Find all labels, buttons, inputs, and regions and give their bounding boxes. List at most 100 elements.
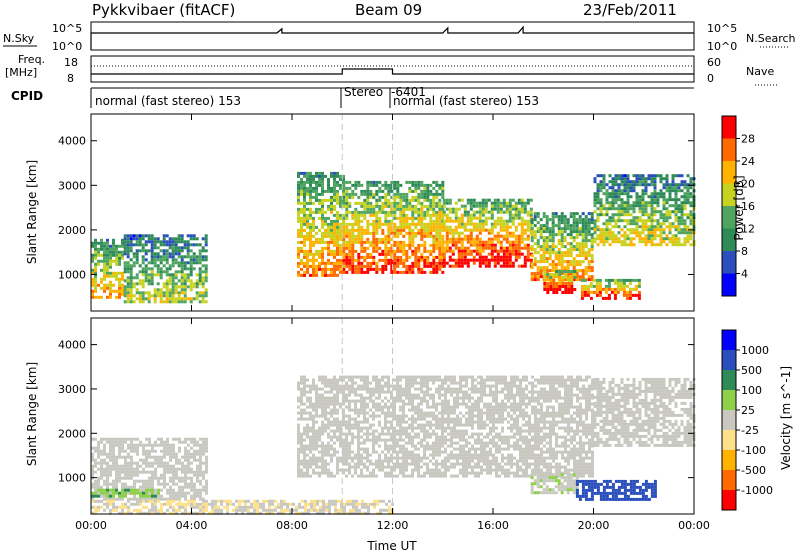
data-cell: [405, 204, 409, 208]
data-cell: [112, 494, 115, 498]
data-cell: [475, 240, 479, 244]
data-cell: [192, 255, 196, 259]
data-cell: [171, 255, 175, 259]
data-cell: [674, 228, 678, 232]
data-cell: [435, 213, 439, 217]
data-cell: [94, 268, 97, 272]
data-cell: [551, 212, 555, 216]
data-cell: [100, 491, 103, 495]
data-cell: [144, 267, 148, 271]
data-cell: [448, 240, 452, 244]
data-cell: [505, 246, 509, 250]
data-cell: [300, 240, 303, 244]
data-cell: [339, 390, 342, 394]
data-cell: [387, 465, 390, 469]
data-cell: [408, 180, 412, 184]
data-cell: [393, 417, 396, 421]
data-cell: [348, 447, 351, 451]
data-cell: [442, 258, 446, 262]
data-cell: [438, 252, 442, 256]
data-cell: [312, 417, 315, 421]
data-cell: [399, 438, 402, 442]
data-cell: [160, 482, 163, 486]
data-cell: [581, 269, 585, 273]
data-cell: [321, 216, 324, 220]
data-cell: [466, 228, 470, 232]
data-cell: [193, 473, 196, 477]
data-cell: [402, 402, 405, 406]
data-cell: [339, 432, 342, 436]
data-cell: [671, 222, 675, 226]
data-cell: [183, 288, 187, 292]
data-cell: [549, 285, 553, 288]
data-cell: [300, 234, 303, 238]
data-cell: [112, 283, 115, 287]
data-cell: [523, 207, 527, 211]
data-cell: [674, 198, 678, 202]
data-cell: [487, 210, 491, 214]
data-cell: [297, 246, 300, 250]
data-cell: [300, 390, 303, 394]
data-cell: [414, 186, 418, 190]
data-cell: [130, 437, 133, 441]
data-cell: [327, 234, 330, 238]
data-cell: [363, 405, 366, 409]
data-cell: [121, 476, 124, 480]
data-cell: [390, 384, 393, 388]
data-cell: [614, 183, 618, 187]
data-cell: [508, 201, 512, 205]
data-cell: [620, 234, 624, 238]
data-cell: [411, 207, 415, 211]
data-cell: [572, 215, 576, 219]
data-cell: [153, 294, 157, 298]
data-cell: [321, 204, 324, 208]
data-cell: [402, 219, 406, 223]
data-cell: [345, 414, 348, 418]
data-cell: [399, 270, 403, 274]
data-cell: [330, 237, 333, 241]
data-cell: [641, 219, 645, 223]
data-cell: [103, 250, 106, 254]
data-cell: [402, 258, 406, 262]
data-cell: [348, 408, 351, 412]
data-cell: [399, 228, 403, 232]
data-cell: [511, 240, 515, 244]
data-cell: [118, 289, 121, 293]
data-cell: [198, 267, 202, 271]
data-cell: [118, 250, 121, 254]
data-cell: [94, 238, 97, 242]
data-cell: [100, 253, 103, 257]
data-cell: [330, 396, 333, 400]
data-cell: [103, 482, 106, 486]
data-cell: [499, 210, 503, 214]
data-cell: [414, 231, 418, 235]
data-cell: [366, 264, 370, 268]
data-cell: [393, 441, 396, 445]
data-cell: [578, 263, 582, 267]
data-cell: [593, 177, 597, 181]
data-cell: [435, 192, 439, 196]
data-cell: [420, 201, 424, 205]
data-cell: [306, 189, 309, 193]
data-cell: [478, 258, 482, 262]
data-cell: [165, 288, 169, 292]
data-cell: [545, 215, 549, 219]
data-cell: [333, 240, 336, 244]
data-cell: [144, 291, 148, 295]
data-cell: [460, 246, 464, 250]
data-cell: [381, 462, 384, 466]
data-cell: [178, 446, 181, 450]
data-cell: [153, 264, 157, 268]
data-cell: [390, 246, 394, 250]
data-cell: [357, 201, 361, 205]
data-cell: [393, 204, 397, 208]
data-cell: [560, 272, 564, 276]
data-cell: [351, 423, 354, 427]
data-cell: [115, 482, 118, 486]
data-cell: [91, 467, 94, 471]
data-cell: [342, 459, 345, 463]
data-cell: [204, 258, 208, 262]
data-cell: [106, 464, 109, 468]
data-cell: [348, 453, 351, 457]
